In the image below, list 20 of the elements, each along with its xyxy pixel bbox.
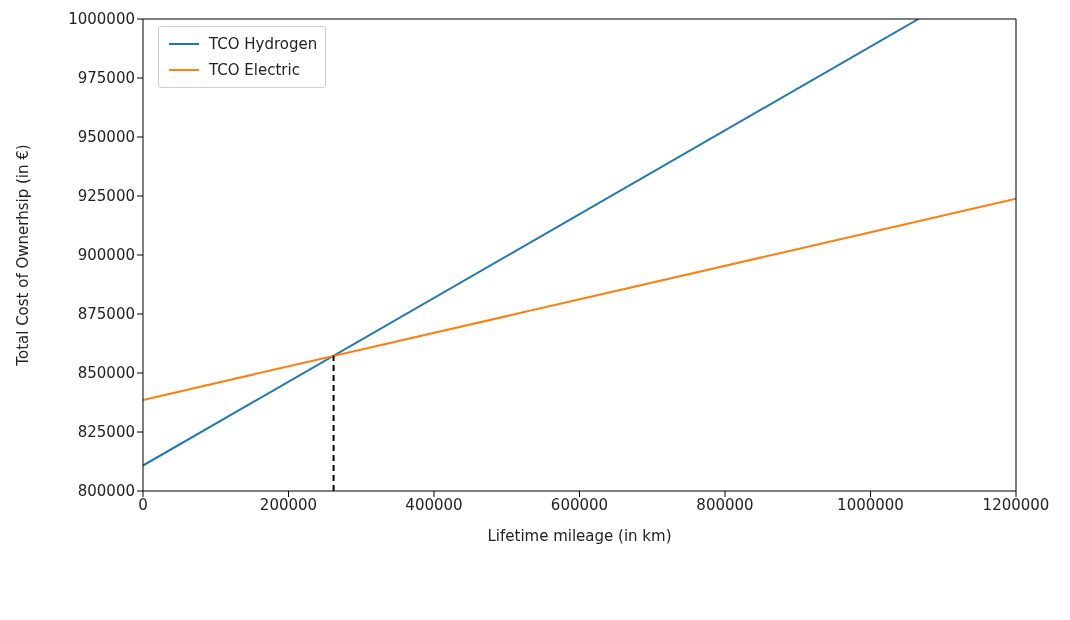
y-tick-label: 925000	[77, 187, 135, 206]
y-tick-label: 975000	[77, 69, 135, 88]
y-axis-title: Total Cost of Ownerhsip (in €)	[14, 144, 33, 367]
x-tick-label: 1200000	[982, 495, 1050, 514]
x-tick-label: 200000	[259, 495, 318, 514]
y-tick-label: 875000	[77, 305, 135, 324]
y-tick-label: 900000	[77, 246, 135, 265]
y-tick-label: 850000	[77, 364, 135, 383]
y-tick-label: 825000	[77, 423, 135, 442]
y-tick-label: 1000000	[68, 10, 135, 29]
y-tick-label: 800000	[77, 482, 135, 501]
legend-label: TCO Electric	[209, 61, 300, 79]
x-tick-label: 1000000	[837, 495, 904, 514]
x-tick-label: 600000	[550, 495, 609, 514]
x-tick-label: 0	[138, 495, 148, 514]
legend-label: TCO Hydrogen	[209, 35, 318, 53]
x-tick-label: 400000	[405, 495, 463, 514]
x-axis-title: Lifetime mileage (in km)	[487, 527, 672, 545]
x-tick-label: 800000	[696, 495, 754, 514]
y-tick-label: 950000	[77, 128, 135, 147]
